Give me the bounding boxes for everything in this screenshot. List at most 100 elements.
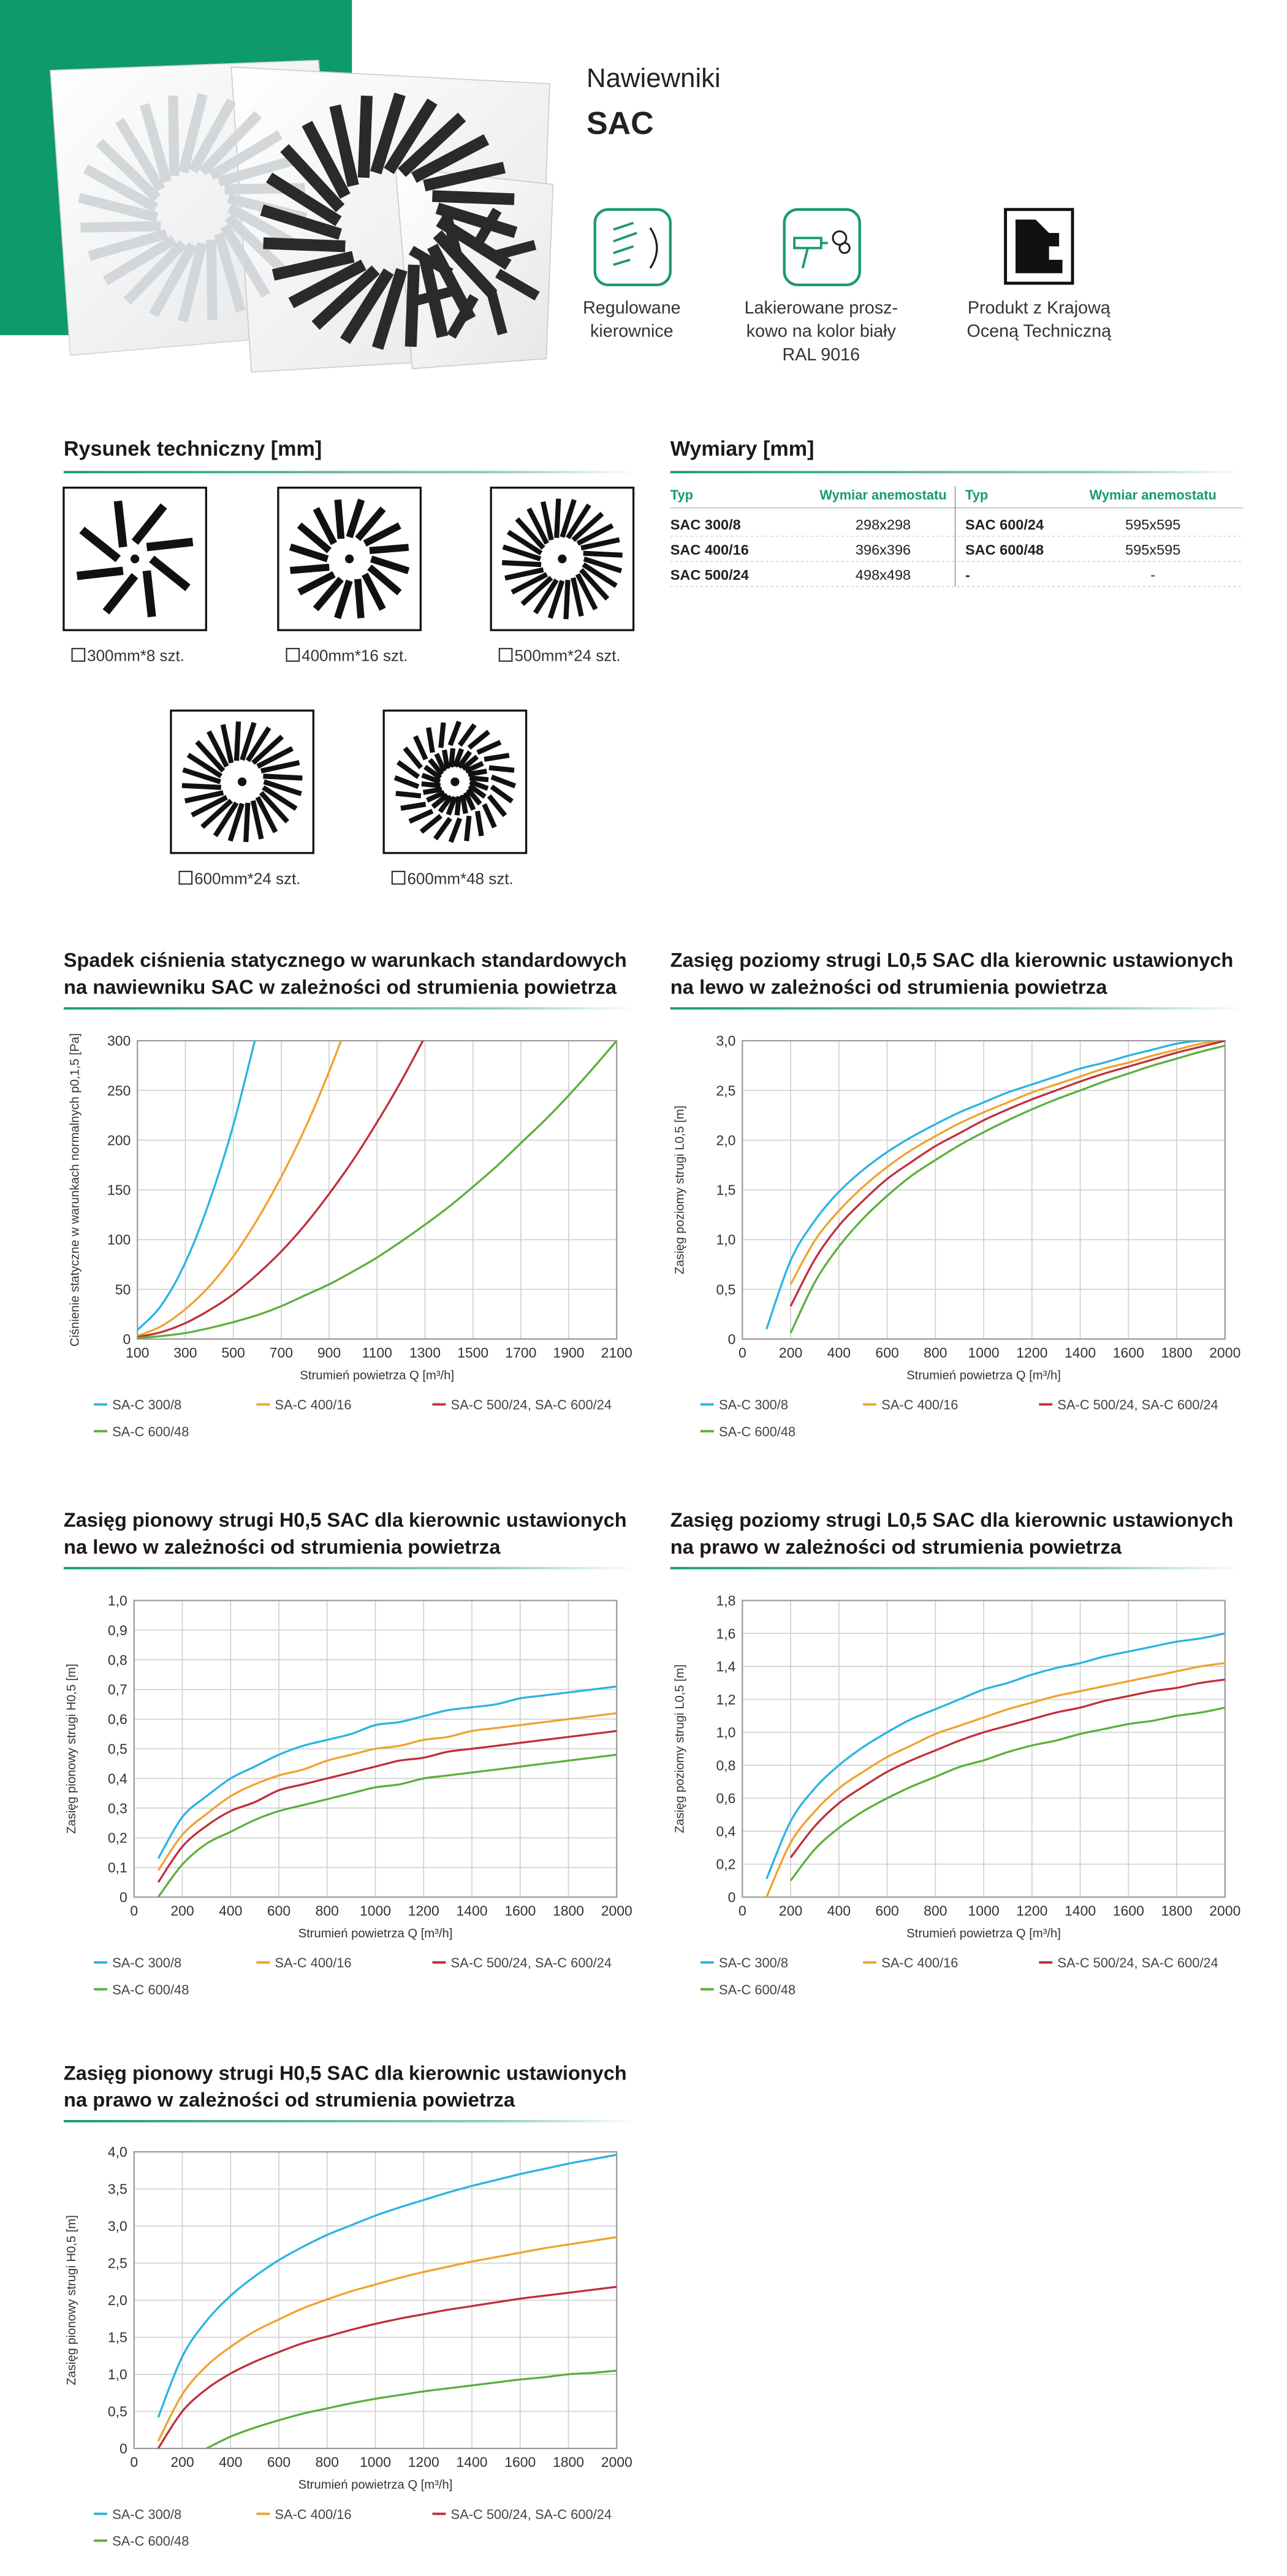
drawing-slot	[490, 785, 514, 804]
x-tick-label: 1500	[457, 1345, 488, 1361]
vane	[485, 288, 507, 335]
vane	[208, 130, 283, 181]
size-symbol	[391, 870, 406, 885]
legend-label: SA-C 600/48	[112, 2534, 189, 2549]
drawing-slot	[576, 523, 614, 546]
legend-label: SA-C 300/8	[719, 1397, 788, 1413]
y-tick-label: 2,5	[108, 2255, 127, 2271]
y-tick-label: 150	[107, 1182, 131, 1198]
drawing-slot	[297, 571, 336, 596]
x-tick-label: 800	[316, 2454, 339, 2470]
drawing-slot	[263, 779, 302, 797]
drawing-slot	[186, 753, 223, 778]
table-cell: 595x595	[1125, 517, 1180, 533]
vane	[140, 103, 172, 183]
chart-title: Zasięg pionowy strugi H0,5 SAC dla kiero…	[64, 2061, 627, 2084]
vane	[78, 192, 159, 222]
vane	[432, 190, 515, 205]
x-tick-label: 200	[170, 2454, 194, 2470]
x-tick-label: 600	[267, 2454, 290, 2470]
chart-title: na lewo w zależności od strumienia powie…	[670, 975, 1107, 998]
drawing-slot	[571, 512, 604, 542]
y-axis-label: Ciśnienie statyczne w warunkach normalny…	[69, 1033, 82, 1347]
table-cell: -	[965, 567, 970, 583]
drawing-slot	[245, 726, 271, 762]
vane	[115, 118, 165, 192]
x-tick-label: 0	[130, 2454, 138, 2470]
drawing-slot	[468, 769, 487, 777]
drawing-slot	[487, 794, 507, 818]
vane	[206, 240, 218, 321]
table-cell: SAC 300/8	[670, 517, 741, 533]
x-tick-label: 1100	[362, 1345, 392, 1361]
table-cell: 396x396	[856, 542, 911, 558]
legend-label: SA-C 400/16	[275, 2507, 351, 2522]
x-tick-label: 1900	[553, 1345, 585, 1361]
y-tick-label: 1,0	[108, 2366, 127, 2382]
vane	[489, 240, 537, 262]
x-axis-label: Strumień powietrza Q [m³/h]	[300, 1369, 454, 1382]
table-header: Wymiar anemostatu	[1090, 487, 1217, 503]
x-tick-label: 1700	[505, 1345, 536, 1361]
drawing-slot	[438, 794, 454, 813]
legend-label: SA-C 300/8	[112, 1955, 181, 1970]
y-tick-label: 0	[120, 1890, 127, 1905]
series-line	[157, 1730, 617, 1883]
x-tick-label: 1600	[1113, 1902, 1144, 1918]
vane	[302, 121, 351, 199]
vane	[404, 264, 420, 347]
chart-title: na nawiewniku SAC w zależności od strumi…	[64, 975, 617, 998]
drawing-slot	[79, 526, 121, 563]
x-tick-label: 1000	[968, 1902, 1000, 1918]
drawing-slot	[259, 791, 289, 824]
vane	[102, 235, 177, 286]
table-cell: SAC 600/48	[965, 542, 1044, 558]
drawing-slot	[396, 760, 420, 780]
vane	[447, 294, 479, 339]
drawing-slot	[184, 790, 224, 804]
y-tick-label: 0	[728, 1331, 736, 1347]
series-line	[137, 1041, 617, 1339]
x-tick-label: 600	[875, 1345, 898, 1361]
drawing-slot	[460, 794, 468, 815]
series-line	[157, 1685, 617, 1860]
y-tick-label: 300	[107, 1033, 131, 1049]
drawing-slot	[511, 572, 549, 595]
drawing-slot	[571, 577, 584, 617]
vane	[412, 284, 459, 306]
drawing-label: 300mm*8 szt.	[87, 647, 184, 665]
title-underline	[670, 1567, 1243, 1570]
table-header: Typ	[965, 487, 988, 503]
vane	[357, 95, 373, 178]
drawing-slot	[438, 722, 446, 748]
drawing-slot	[488, 765, 515, 773]
y-tick-label: 0,7	[108, 1682, 127, 1698]
y-tick-label: 0,9	[108, 1622, 127, 1638]
drawing-slot	[448, 748, 456, 768]
x-tick-label: 2100	[601, 1345, 632, 1361]
vane	[469, 207, 502, 253]
drawing-slot	[255, 796, 278, 834]
drawing-slots	[181, 721, 303, 843]
chart-title: Zasięg poziomy strugi L0,5 SAC dla kiero…	[670, 1508, 1234, 1531]
chart-title: Zasięg poziomy strugi L0,5 SAC dla kiero…	[670, 949, 1234, 971]
drawing-slot	[426, 790, 446, 803]
drawing-center	[558, 554, 567, 564]
drawing-slots	[76, 500, 194, 618]
vane	[384, 98, 438, 175]
x-axis-label: Strumień powietrza Q [m³/h]	[298, 1927, 453, 1940]
x-tick-label: 1800	[553, 1902, 584, 1918]
vane	[96, 139, 161, 202]
legend-label: SA-C 400/16	[275, 1955, 351, 1970]
vane	[288, 259, 366, 308]
drawing-slot	[421, 772, 441, 785]
x-tick-label: 2000	[1209, 1345, 1240, 1361]
chart-title: Zasięg pionowy strugi H0,5 SAC dla kiero…	[64, 1508, 627, 1531]
y-tick-label: 200	[107, 1132, 131, 1148]
vane	[495, 268, 540, 301]
drawing-slot	[580, 537, 620, 551]
vane	[433, 230, 498, 298]
drawing-slot	[181, 783, 221, 790]
drawing-slot	[547, 580, 565, 619]
series-line	[789, 1706, 1225, 1882]
